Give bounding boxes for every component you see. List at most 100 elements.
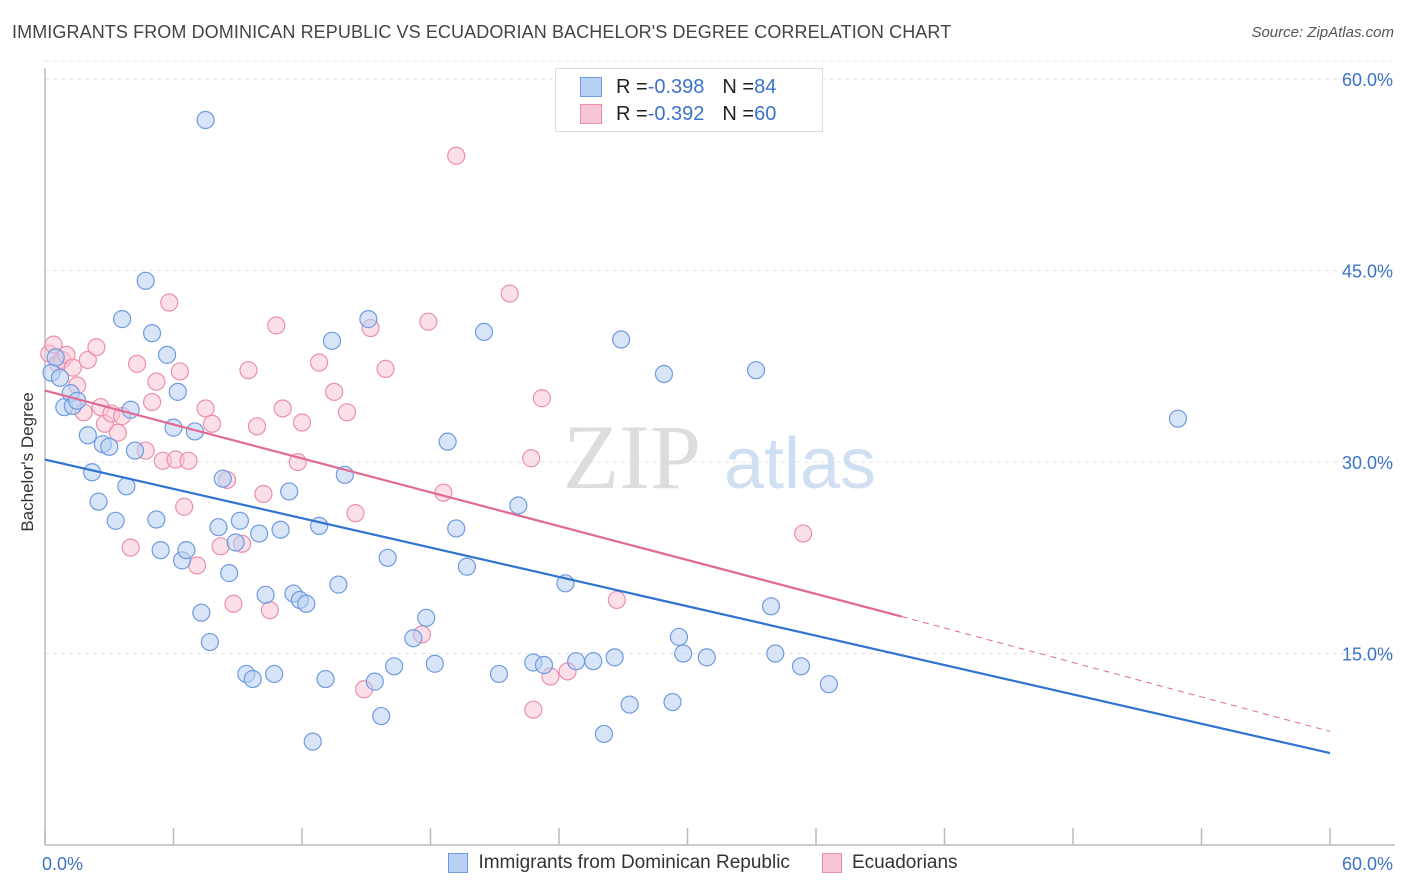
legend-r-label: R = bbox=[616, 75, 648, 98]
data-point bbox=[325, 382, 344, 401]
y-tick-label: 45.0% bbox=[1342, 262, 1393, 282]
data-point bbox=[447, 146, 466, 165]
data-point bbox=[160, 293, 179, 312]
data-point bbox=[509, 496, 528, 515]
data-point bbox=[669, 627, 689, 647]
data-point bbox=[794, 524, 813, 543]
data-point bbox=[654, 364, 674, 384]
data-point bbox=[297, 594, 316, 613]
data-point bbox=[89, 492, 108, 511]
data-point bbox=[170, 362, 190, 381]
data-point bbox=[766, 644, 785, 663]
watermark: ZIP atlas bbox=[563, 406, 876, 508]
legend-series-name: Immigrants from Dominican Republic bbox=[478, 852, 790, 873]
data-point bbox=[346, 504, 365, 523]
data-point bbox=[250, 524, 269, 543]
legend-n-label: N = bbox=[722, 102, 755, 125]
data-point bbox=[196, 399, 215, 418]
data-point bbox=[404, 629, 423, 648]
legend-swatch-pink bbox=[821, 853, 842, 873]
data-point bbox=[230, 511, 249, 530]
legend-item-ecuadorians: Ecuadorians bbox=[821, 852, 958, 874]
data-point bbox=[372, 706, 391, 726]
legend-item-dominican: Immigrants from Dominican Republic bbox=[448, 852, 790, 874]
data-point bbox=[417, 608, 436, 627]
series-ecuadorians bbox=[40, 146, 813, 719]
data-point bbox=[202, 414, 222, 433]
data-point bbox=[761, 597, 781, 616]
data-point bbox=[337, 403, 357, 422]
data-point bbox=[365, 672, 384, 691]
data-point bbox=[127, 354, 147, 373]
data-point bbox=[50, 368, 70, 387]
data-point bbox=[791, 657, 811, 676]
data-point bbox=[419, 312, 438, 331]
data-point bbox=[663, 692, 682, 712]
data-point bbox=[142, 324, 162, 343]
data-point bbox=[63, 358, 82, 377]
data-point bbox=[243, 669, 262, 689]
data-point bbox=[254, 484, 273, 504]
data-point bbox=[46, 348, 65, 367]
data-point bbox=[151, 541, 170, 560]
data-point bbox=[106, 511, 125, 530]
y-tick-label: 15.0% bbox=[1342, 645, 1393, 665]
data-point bbox=[87, 338, 106, 357]
grid-lines bbox=[45, 60, 1395, 655]
legend-r-value: -0.392 bbox=[647, 102, 705, 125]
x-tick-label: 60.0% bbox=[1342, 854, 1393, 874]
y-axis-label: Bachelor's Degree bbox=[18, 392, 37, 532]
data-point bbox=[213, 469, 232, 488]
data-point bbox=[534, 655, 554, 675]
data-point bbox=[100, 437, 119, 456]
legend-swatch-blue bbox=[448, 853, 469, 873]
data-point bbox=[474, 322, 494, 341]
data-point bbox=[447, 519, 466, 538]
data-point bbox=[121, 538, 140, 557]
data-point bbox=[584, 652, 603, 671]
data-point bbox=[157, 345, 177, 364]
data-point bbox=[125, 441, 145, 460]
data-point bbox=[620, 695, 639, 714]
data-point bbox=[136, 271, 155, 290]
legend-r-label: R = bbox=[616, 102, 648, 125]
data-point bbox=[209, 518, 228, 537]
trend-line-dominican bbox=[44, 458, 1331, 755]
axes bbox=[44, 68, 1395, 846]
data-point bbox=[594, 724, 614, 744]
data-point bbox=[192, 603, 211, 622]
correlation-legend: R = -0.398 N = 84 R = -0.392 N = 60 bbox=[555, 68, 823, 132]
data-point bbox=[359, 310, 378, 329]
series-legend: Immigrants from Dominican Republic Ecuad… bbox=[0, 852, 1406, 874]
data-point bbox=[322, 331, 342, 350]
data-point bbox=[316, 669, 335, 689]
legend-n-value: 60 bbox=[754, 102, 777, 125]
y-tick-label: 60.0% bbox=[1342, 70, 1393, 90]
data-point bbox=[267, 316, 286, 335]
data-point bbox=[112, 310, 132, 329]
data-point bbox=[457, 557, 477, 576]
data-point bbox=[220, 564, 239, 583]
data-point bbox=[674, 644, 693, 663]
data-point bbox=[1168, 409, 1188, 428]
data-point bbox=[605, 648, 624, 667]
watermark-atlas: atlas bbox=[724, 424, 876, 504]
data-point bbox=[177, 541, 196, 560]
legend-row-ecuadorians: R = -0.392 N = 60 bbox=[580, 101, 776, 127]
data-point bbox=[179, 451, 198, 470]
data-point bbox=[265, 664, 284, 684]
x-tick-label: 0.0% bbox=[42, 854, 83, 874]
data-point bbox=[746, 361, 766, 380]
data-point bbox=[384, 657, 404, 676]
data-point bbox=[292, 413, 312, 432]
data-point bbox=[303, 732, 322, 751]
data-point bbox=[522, 449, 541, 468]
data-point bbox=[211, 537, 230, 556]
data-point bbox=[524, 700, 543, 719]
data-point bbox=[196, 110, 215, 130]
data-point bbox=[607, 590, 626, 610]
data-point bbox=[532, 389, 551, 408]
data-point bbox=[175, 497, 194, 516]
data-point bbox=[425, 654, 444, 673]
data-point bbox=[108, 423, 127, 442]
